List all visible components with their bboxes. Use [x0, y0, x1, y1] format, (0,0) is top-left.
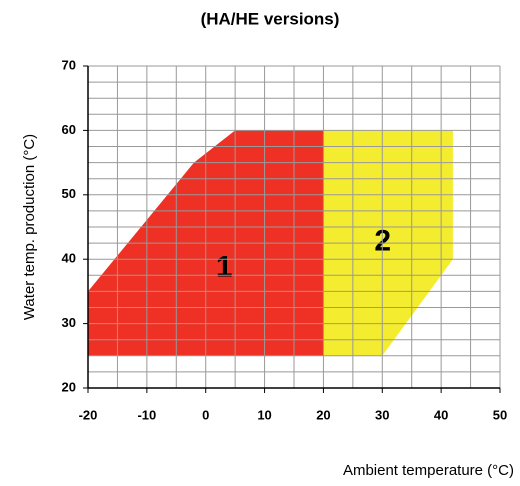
x-tick-label: -10 [137, 407, 156, 422]
y-tick-label: 20 [62, 379, 76, 394]
chart-title: (HA/HE versions) [201, 9, 340, 28]
x-tick-label: 20 [316, 407, 330, 422]
y-tick-label: 60 [62, 122, 76, 137]
y-axis-label: Water temp. production (°C) [21, 134, 38, 320]
x-axis-label: Ambient temperature (°C) [343, 462, 514, 479]
y-tick-label: 50 [62, 186, 76, 201]
area-label: 1 [216, 251, 233, 284]
x-tick-label: 10 [257, 407, 271, 422]
x-tick-label: -20 [79, 407, 98, 422]
y-tick-label: 30 [62, 315, 76, 330]
y-tick-label: 70 [62, 57, 76, 72]
y-tick-label: 40 [62, 251, 76, 266]
x-tick-label: 0 [202, 407, 209, 422]
x-tick-label: 40 [434, 407, 448, 422]
x-tick-label: 30 [375, 407, 389, 422]
x-tick-label: 50 [493, 407, 507, 422]
